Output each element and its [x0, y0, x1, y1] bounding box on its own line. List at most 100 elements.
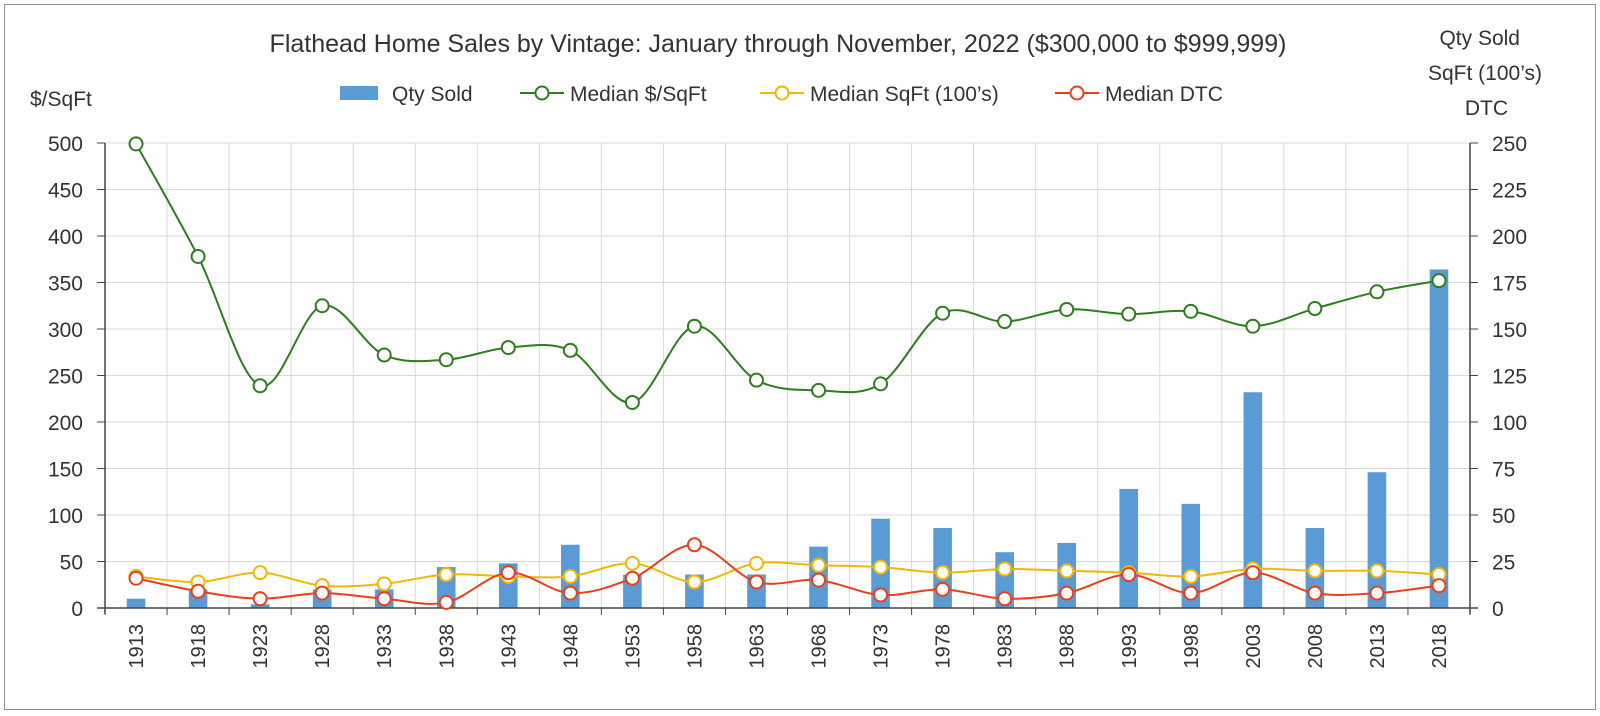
point-median-sqft — [1121, 306, 1137, 322]
x-tick-label: 1943 — [498, 624, 520, 669]
x-tick-label: 1913 — [126, 624, 148, 669]
x-tick-label: 1978 — [933, 624, 955, 669]
right-tick-label: 0 — [1492, 598, 1504, 621]
line-median-sqft-100-s — [135, 561, 1440, 588]
x-tick-label: 1938 — [436, 624, 458, 669]
point-median-sqft-100-s — [686, 574, 702, 590]
legend-label-median-sqft: Median $/SqFt — [570, 83, 707, 106]
point-median-sqft — [190, 248, 206, 264]
x-tick-label: 1968 — [809, 624, 831, 669]
legend-label-qty-sold: Qty Sold — [392, 83, 473, 106]
x-tick-label: 1933 — [374, 624, 396, 669]
legend: Qty Sold Median $/SqFt Median SqFt (100’s)… — [340, 83, 1223, 106]
right-tick-label: 150 — [1492, 319, 1527, 342]
point-median-sqft — [1369, 284, 1385, 300]
point-median-sqft — [1431, 273, 1447, 289]
legend-marker-median-sqft — [534, 85, 550, 101]
point-median-dtc — [1121, 567, 1137, 583]
point-median-sqft-100-s — [873, 559, 889, 575]
point-median-sqft-100-s — [748, 555, 764, 571]
right-tick-label: 250 — [1492, 133, 1527, 156]
left-tick-label: 300 — [48, 319, 83, 342]
x-tick-label: 1958 — [684, 624, 706, 669]
chart-frame — [4, 4, 1596, 710]
bar — [1119, 488, 1139, 608]
point-median-sqft-100-s — [1369, 563, 1385, 579]
x-tick-label: 1918 — [188, 624, 210, 669]
grid — [104, 142, 1471, 609]
x-tick-label: 1953 — [622, 624, 644, 669]
point-median-sqft-100-s — [376, 576, 392, 592]
point-median-dtc — [190, 583, 206, 599]
right-tick-label: 100 — [1492, 412, 1527, 435]
point-median-sqft-100-s — [935, 565, 951, 581]
x-tick-label: 1988 — [1057, 624, 1079, 669]
point-median-dtc — [624, 570, 640, 586]
point-median-sqft — [128, 136, 144, 152]
point-median-sqft-100-s — [1059, 563, 1075, 579]
point-median-dtc — [500, 565, 516, 581]
point-median-dtc — [748, 574, 764, 590]
point-median-dtc — [1059, 585, 1075, 601]
point-median-sqft — [562, 342, 578, 358]
right-tick-label: 175 — [1492, 273, 1527, 296]
point-median-sqft — [376, 347, 392, 363]
point-median-sqft — [873, 376, 889, 392]
x-tick-label: 1948 — [560, 624, 582, 669]
point-median-dtc — [1183, 585, 1199, 601]
line-median-dtc — [135, 543, 1440, 605]
point-median-sqft — [500, 340, 516, 356]
line-series — [128, 136, 1447, 610]
x-tick-label: 1973 — [871, 624, 893, 669]
point-median-dtc — [811, 572, 827, 588]
axes — [97, 142, 1478, 615]
right-tick-label: 225 — [1492, 180, 1527, 203]
point-median-dtc — [252, 591, 268, 607]
left-tick-label: 100 — [48, 505, 83, 528]
x-tick-label: 1963 — [746, 624, 768, 669]
x-tick-label: 2008 — [1305, 624, 1327, 669]
chart-title: Flathead Home Sales by Vintage: January … — [270, 30, 1287, 58]
point-median-dtc — [997, 591, 1013, 607]
point-median-sqft — [314, 298, 330, 314]
right-tick-label: 25 — [1492, 552, 1515, 575]
axis-labels: Flathead Home Sales by Vintage: January … — [30, 27, 1542, 120]
left-tick-label: 400 — [48, 226, 83, 249]
point-median-sqft — [748, 372, 764, 388]
right-tick-label: 200 — [1492, 226, 1527, 249]
point-median-dtc — [1307, 585, 1323, 601]
right-axis-label-qty-sold: Qty Sold — [1439, 27, 1520, 50]
point-median-sqft-100-s — [562, 568, 578, 584]
left-tick-label: 500 — [48, 133, 83, 156]
x-tick-label: 2018 — [1429, 624, 1451, 669]
right-axis-label-sqft: SqFt (100’s) — [1428, 62, 1542, 85]
x-tick-label: 1923 — [250, 624, 272, 669]
right-tick-label: 125 — [1492, 366, 1527, 389]
legend-marker-median-sqft-100-s — [774, 85, 790, 101]
point-median-sqft — [935, 305, 951, 321]
legend-label-median-sqft-100-s: Median SqFt (100’s) — [810, 83, 999, 106]
point-median-sqft-100-s — [252, 565, 268, 581]
point-median-dtc — [1245, 565, 1261, 581]
legend-marker-median-dtc — [1069, 85, 1085, 101]
line-median-sqft — [135, 143, 1440, 404]
right-tick-label: 75 — [1492, 459, 1515, 482]
point-median-dtc — [438, 594, 454, 610]
point-median-dtc — [314, 585, 330, 601]
point-median-dtc — [935, 581, 951, 597]
point-median-dtc — [686, 537, 702, 553]
point-median-sqft-100-s — [997, 561, 1013, 577]
point-median-dtc — [562, 585, 578, 601]
point-median-dtc — [376, 591, 392, 607]
point-median-sqft — [1183, 303, 1199, 319]
x-tick-label: 1993 — [1119, 624, 1141, 669]
point-median-sqft-100-s — [1307, 563, 1323, 579]
point-median-sqft-100-s — [624, 555, 640, 571]
legend-swatch-qty-sold — [340, 86, 378, 100]
left-tick-label: 450 — [48, 180, 83, 203]
point-median-dtc — [873, 587, 889, 603]
point-median-sqft-100-s — [438, 567, 454, 583]
point-median-sqft — [997, 314, 1013, 330]
bar — [1429, 269, 1449, 608]
